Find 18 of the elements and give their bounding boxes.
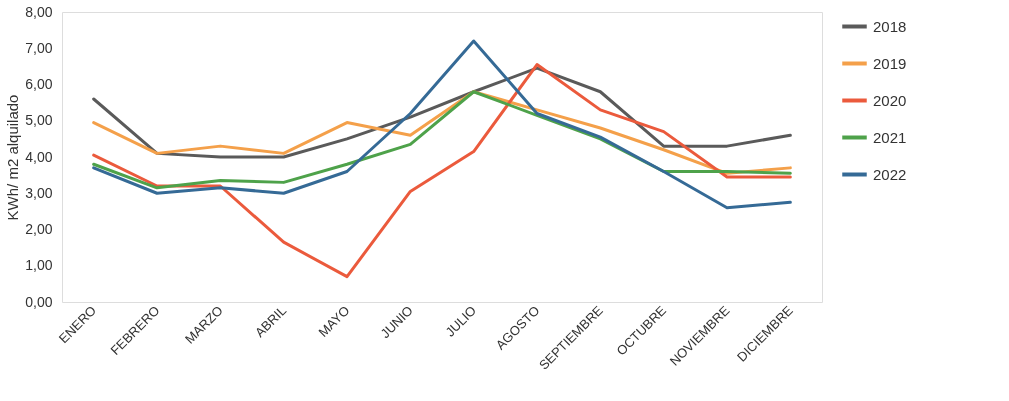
y-tick-label: 1,00: [25, 257, 53, 274]
legend-label: 2018: [873, 17, 907, 35]
y-tick-label: 0,00: [25, 293, 53, 310]
line-series: [92, 63, 792, 279]
legend-label: 2021: [873, 128, 907, 146]
y-tick-label: 2,00: [25, 221, 53, 237]
y-tick-label: 5,00: [25, 112, 53, 129]
legend-label: 2022: [873, 165, 907, 183]
y-tick-label: 3,00: [25, 184, 53, 201]
y-axis-title: KWh/ m2 alquilado: [4, 94, 22, 221]
legend-label: 2019: [873, 54, 907, 72]
legend-label: 2020: [873, 91, 907, 109]
y-tick-label: 4,00: [25, 148, 53, 165]
line-series: [92, 66, 792, 159]
y-tick-label: 7,00: [25, 39, 53, 56]
y-tick-label: 6,00: [25, 76, 53, 92]
line-series: [92, 39, 792, 210]
y-tick-label: 8,00: [25, 3, 53, 20]
